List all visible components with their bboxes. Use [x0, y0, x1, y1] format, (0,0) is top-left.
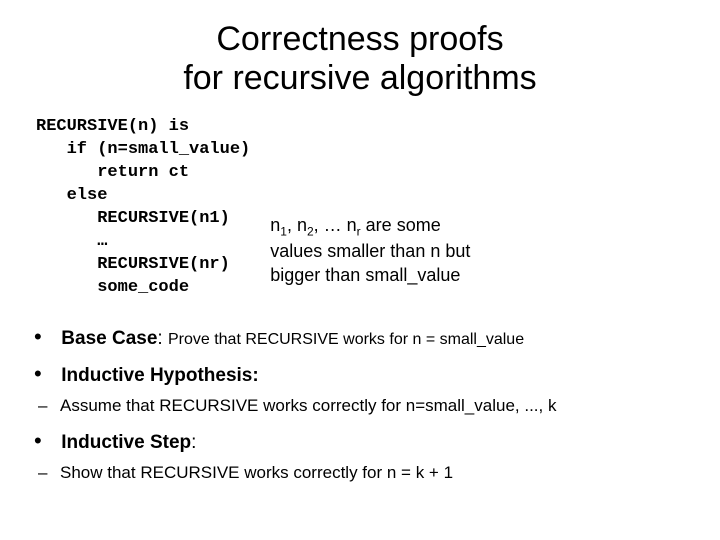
base-case-label: Base Case: [61, 328, 157, 349]
ann-sub-1: 1: [280, 225, 287, 239]
ann-nr-pre: , … n: [314, 215, 357, 235]
slide-title: Correctness proofs for recursive algorit…: [30, 20, 690, 98]
ann-line-2: values smaller than n but: [270, 241, 470, 261]
title-line-2: for recursive algorithms: [183, 59, 536, 97]
ann-line-3: bigger than small_value: [270, 265, 460, 285]
step-colon: :: [191, 432, 196, 453]
ann-n2-pre: , n: [287, 215, 307, 235]
ih-sub-bullet: Assume that RECURSIVE works correctly fo…: [38, 393, 690, 419]
ih-sub-text: Assume that RECURSIVE works correctly fo…: [60, 396, 556, 415]
code-line-2: if (n=small_value): [36, 140, 250, 159]
code-line-6: …: [36, 232, 107, 251]
code-line-4: else: [36, 186, 107, 205]
base-case-text: Prove that RECURSIVE works for n = small…: [168, 331, 524, 348]
bullet-inductive-step: Inductive Step: Show that RECURSIVE work…: [34, 424, 690, 485]
title-line-1: Correctness proofs: [216, 20, 503, 58]
content-row: RECURSIVE(n) is if (n=small_value) retur…: [30, 116, 690, 300]
ann-tail: are some: [361, 215, 441, 235]
code-line-7: RECURSIVE(nr): [36, 255, 230, 274]
code-line-1: RECURSIVE(n) is: [36, 117, 189, 136]
step-sub-text: Show that RECURSIVE works correctly for …: [60, 463, 453, 482]
ann-sub-2: 2: [307, 225, 314, 239]
bullet-list: Base Case: Prove that RECURSIVE works fo…: [30, 320, 690, 486]
annotation-text: n1, n2, … nr are some values smaller tha…: [260, 116, 470, 300]
base-case-colon: :: [157, 328, 168, 349]
code-line-5: RECURSIVE(n1): [36, 209, 230, 228]
ann-n1-pre: n: [270, 215, 280, 235]
code-line-8: some_code: [36, 278, 189, 297]
step-label: Inductive Step: [61, 432, 191, 453]
ih-label: Inductive Hypothesis:: [61, 365, 258, 386]
code-line-3: return ct: [36, 163, 189, 182]
bullet-base-case: Base Case: Prove that RECURSIVE works fo…: [34, 320, 690, 354]
step-sub-bullet: Show that RECURSIVE works correctly for …: [38, 460, 690, 486]
pseudocode-block: RECURSIVE(n) is if (n=small_value) retur…: [30, 116, 250, 300]
bullet-inductive-hypothesis: Inductive Hypothesis: Assume that RECURS…: [34, 357, 690, 418]
